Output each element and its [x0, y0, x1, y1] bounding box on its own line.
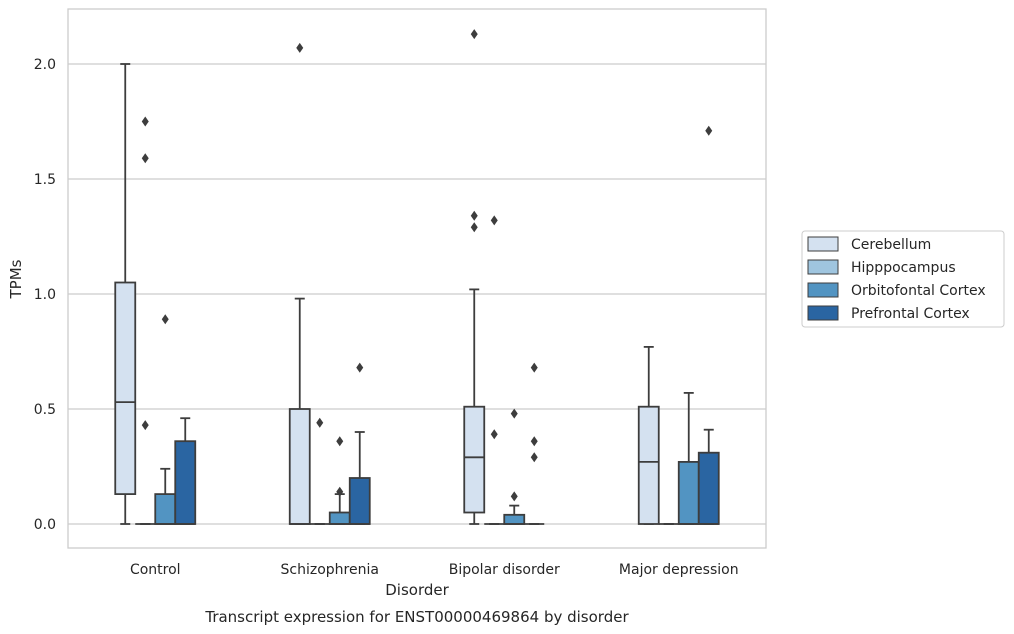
- y-tick-label: 2.0: [34, 57, 56, 73]
- outlier-point: [141, 116, 149, 127]
- box: [463, 405, 486, 514]
- y-tick-label: 0.5: [34, 402, 56, 418]
- box: [503, 513, 526, 525]
- plot-marks: [114, 29, 720, 525]
- outlier-point: [470, 210, 478, 221]
- y-axis-ticks: 0.0 0.5 1.0 1.5 2.0: [34, 57, 56, 533]
- chart-caption: Transcript expression for ENST0000046986…: [204, 608, 629, 626]
- series-group: [114, 29, 660, 525]
- box: [174, 440, 197, 525]
- box: [697, 451, 720, 525]
- series-group: [174, 125, 720, 525]
- outlier-point: [336, 486, 344, 497]
- y-tick-label: 0.0: [34, 517, 56, 533]
- outlier-point: [141, 153, 149, 164]
- outlier-point: [141, 420, 149, 431]
- legend-label: Cerebellum: [851, 237, 931, 253]
- legend: Cerebellum Hipppocampus Orbitofontal Corte…: [801, 230, 1005, 328]
- legend-label: Hipppocampus: [851, 260, 956, 276]
- outlier-point: [356, 362, 364, 373]
- outlier-point: [705, 125, 713, 136]
- box: [288, 408, 311, 525]
- legend-swatch: [807, 259, 839, 275]
- outlier-point: [470, 222, 478, 233]
- legend-label: Orbitofontal Cortex: [851, 283, 986, 299]
- outlier-point: [530, 436, 538, 447]
- box: [114, 281, 137, 496]
- outlier-point: [510, 408, 518, 419]
- legend-label: Prefrontal Cortex: [851, 306, 970, 322]
- plot-frame: [67, 8, 767, 549]
- outlier-point: [470, 29, 478, 40]
- y-tick-label: 1.0: [34, 287, 56, 303]
- legend-swatch: [807, 282, 839, 298]
- outlier-point: [336, 436, 344, 447]
- box: [677, 460, 700, 525]
- legend-frame: [801, 230, 1005, 328]
- x-tick-label: Major depression: [619, 562, 739, 578]
- outlier-point: [161, 314, 169, 325]
- x-axis-label: Disorder: [385, 581, 449, 599]
- x-tick-label: Bipolar disorder: [449, 562, 560, 578]
- series-group: [154, 314, 700, 525]
- box: [348, 477, 371, 525]
- box: [328, 511, 351, 525]
- x-tick-label: Control: [130, 562, 181, 578]
- outlier-point: [510, 491, 518, 502]
- series-group: [135, 116, 679, 525]
- box: [637, 405, 660, 525]
- outlier-point: [490, 215, 498, 226]
- legend-swatch: [807, 305, 839, 321]
- legend-swatch: [807, 236, 839, 252]
- outlier-point: [530, 452, 538, 463]
- y-tick-label: 1.5: [34, 172, 56, 188]
- grid-lines: [68, 63, 766, 525]
- y-axis-label: TPMs: [7, 259, 25, 299]
- x-axis-ticks: Control Schizophrenia Bipolar disorder Majo…: [130, 562, 739, 578]
- box: [154, 493, 177, 525]
- outlier-point: [530, 362, 538, 373]
- outlier-point: [296, 42, 304, 53]
- outlier-point: [490, 429, 498, 440]
- outlier-point: [316, 417, 324, 428]
- x-tick-label: Schizophrenia: [281, 562, 379, 578]
